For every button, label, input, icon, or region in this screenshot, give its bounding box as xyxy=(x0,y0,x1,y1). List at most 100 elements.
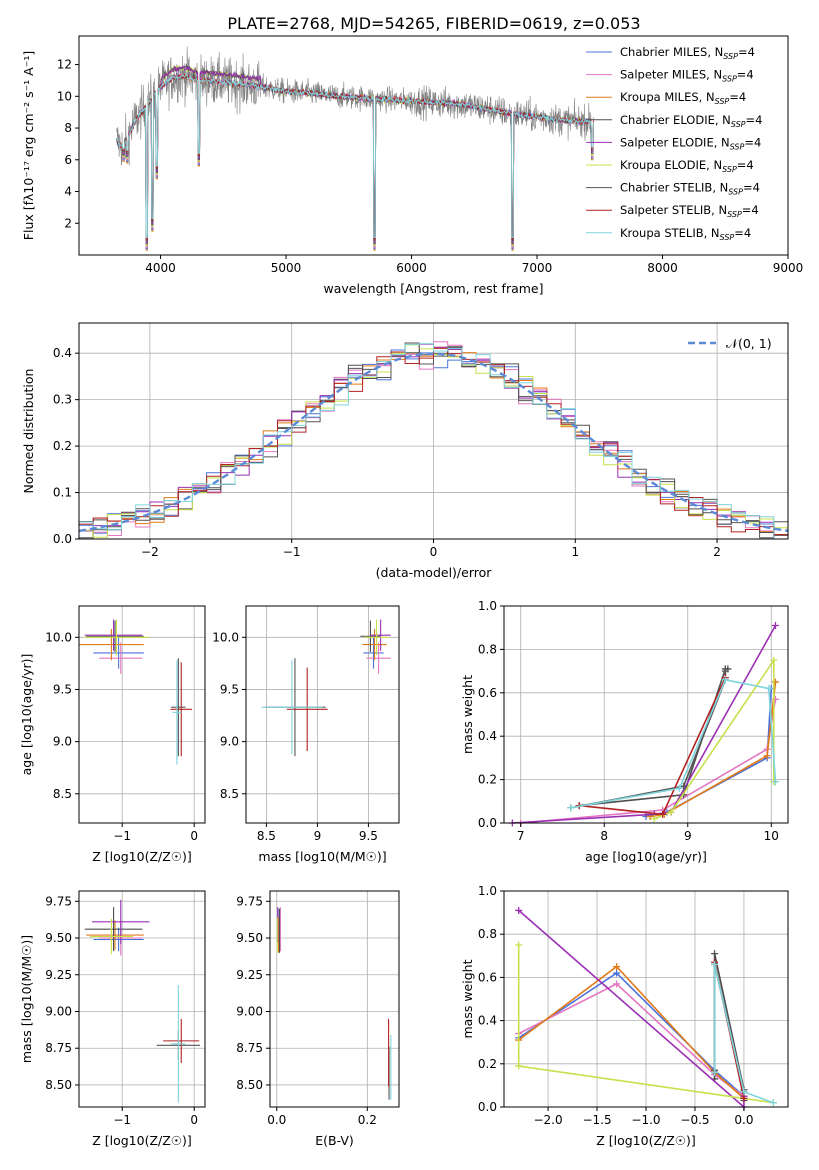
x-axis-label: mass [log10(M/M☉)] xyxy=(258,849,386,864)
errorbar-point xyxy=(99,642,143,674)
x-tick-label: 8.5 xyxy=(257,829,276,843)
y-tick-label: 8.50 xyxy=(45,1078,72,1092)
series-marker xyxy=(515,941,523,949)
series-marker xyxy=(721,676,729,684)
legend-sub: SSP xyxy=(722,165,737,174)
x-tick-label: 9 xyxy=(684,829,692,843)
y-tick-label: 9.00 xyxy=(45,1004,72,1018)
y-tick-label: 8.50 xyxy=(236,1078,263,1092)
x-axis-label: Z [log10(Z/Z☉)] xyxy=(92,1133,192,1148)
legend-entry: Chabrier MILES, NSSP=4 xyxy=(620,45,755,61)
panels: 4000 5000 6000 7000 8000 900024681012waveleng… xyxy=(19,35,803,1148)
legend-entry: Salpeter STELIB, NSSP=4 xyxy=(620,203,759,219)
x-tick-label: 1 xyxy=(571,545,579,559)
axes-frame xyxy=(503,605,789,824)
x-tick-label: 9 xyxy=(314,829,322,843)
legend-label: Chabrier STELIB, N xyxy=(620,181,728,195)
legend-tail: =4 xyxy=(734,226,751,240)
x-tick-label: 0.0 xyxy=(267,1113,286,1127)
lines-mass_weight_vs_Z xyxy=(515,906,777,1111)
series-marker xyxy=(765,684,773,692)
errorbars-age_vs_mass xyxy=(261,619,391,757)
spectrum-model-kroupa-elodie xyxy=(116,65,594,246)
y-axis-label: Flux [fλ10⁻¹⁷ erg cm⁻² s⁻¹ A⁻¹] xyxy=(21,51,36,240)
y-tick-label: 8.5 xyxy=(220,787,239,801)
legend-entry: Kroupa STELIB, NSSP=4 xyxy=(620,226,751,242)
x-tick-label: −2 xyxy=(141,545,159,559)
x-tick-label: 2 xyxy=(713,545,721,559)
y-tick-label: 9.25 xyxy=(236,968,263,982)
series-line xyxy=(518,965,745,1099)
figure-title: PLATE=2768, MJD=54265, FIBERID=0619, z=0… xyxy=(227,14,640,33)
mass-weight-series xyxy=(515,941,777,1107)
errorbar-point xyxy=(163,1018,200,1063)
x-tick-label: −1 xyxy=(283,545,301,559)
legend-tail: =4 xyxy=(746,113,763,127)
mass-weight-series xyxy=(515,906,748,1111)
axes-frame xyxy=(245,605,400,824)
mass-weight-series xyxy=(517,695,779,827)
legend-entry: Kroupa ELODIE, NSSP=4 xyxy=(620,158,754,174)
x-axis-label: E(B-V) xyxy=(315,1133,354,1148)
spectrum-model-salpeter-elodie xyxy=(116,65,594,243)
y-tick-label: 0.2 xyxy=(478,1057,497,1071)
spectrum-model-chabrier-elodie xyxy=(116,63,594,245)
y-tick-label: 0.0 xyxy=(478,816,497,830)
spectrum-model-salpeter-stelib xyxy=(116,73,594,240)
series-marker xyxy=(567,804,575,812)
axes-mass_vs_Z: −1 0 8.50 8.75 9.00 9.25 9.50 9.75 Z [log10(Z/Z☉… xyxy=(19,890,206,1148)
y-tick-label: 8 xyxy=(64,121,72,135)
axes-frame xyxy=(78,890,206,1108)
y-tick-label: 9.25 xyxy=(45,968,72,982)
x-axis-label: (data-model)/error xyxy=(376,565,493,580)
errorbar-point xyxy=(170,662,193,757)
legend-tail: =4 xyxy=(743,181,760,195)
legend-label: Kroupa STELIB, N xyxy=(620,226,720,240)
legend-label: Salpeter MILES, N xyxy=(620,68,722,82)
y-tick-label: 0.0 xyxy=(53,532,72,546)
y-tick-label: 0.1 xyxy=(53,486,72,500)
legend-sub: SSP xyxy=(728,188,743,197)
y-tick-label: 9.0 xyxy=(220,735,239,749)
errorbar-point xyxy=(86,620,144,652)
legend-sub: SSP xyxy=(731,120,746,129)
normal-curve xyxy=(79,352,788,533)
legend-sub: SSP xyxy=(727,210,742,219)
mass-weight-series xyxy=(642,684,775,820)
x-tick-label: 7000 xyxy=(522,261,553,275)
legend-tail: =4 xyxy=(737,68,754,82)
y-tick-label: 9.00 xyxy=(236,1004,263,1018)
errorbar-point xyxy=(171,658,186,757)
errorbar-point xyxy=(172,660,182,765)
mass-weight-series xyxy=(508,622,779,827)
x-tick-label: −1.5 xyxy=(582,1113,611,1127)
y-tick-label: 0.2 xyxy=(53,439,72,453)
legend-gauss-label: 𝒩(0, 1) xyxy=(726,336,772,351)
y-tick-label: 2 xyxy=(64,216,72,230)
legend-sub: SSP xyxy=(722,75,737,84)
series-marker xyxy=(740,1094,748,1102)
series-marker xyxy=(613,969,621,977)
y-tick-label: 0.0 xyxy=(478,1100,497,1114)
y-tick-label: 1.0 xyxy=(478,884,497,898)
spectrum-model-kroupa-stelib xyxy=(116,72,594,238)
y-tick-label: 8.75 xyxy=(45,1041,72,1055)
mass-weight-series xyxy=(567,676,779,812)
x-tick-label: −1 xyxy=(113,829,131,843)
series-marker xyxy=(721,667,729,675)
mass-weight-series xyxy=(711,960,777,1107)
y-axis-label: Normed distribution xyxy=(21,369,36,494)
x-tick-label: 10 xyxy=(764,829,779,843)
series-marker xyxy=(711,950,719,958)
series-marker xyxy=(711,960,719,968)
series-marker xyxy=(680,782,688,790)
lines-mass_weight_vs_age xyxy=(508,622,779,827)
mass-weight-series xyxy=(515,963,748,1102)
axes-frame xyxy=(78,35,789,256)
errorbar-point xyxy=(86,920,144,950)
y-tick-label: 0.2 xyxy=(478,773,497,787)
series-marker xyxy=(659,810,667,818)
legend-label: Kroupa MILES, N xyxy=(620,90,715,104)
y-tick-label: 0.6 xyxy=(478,686,497,700)
y-tick-label: 9.5 xyxy=(220,682,239,696)
